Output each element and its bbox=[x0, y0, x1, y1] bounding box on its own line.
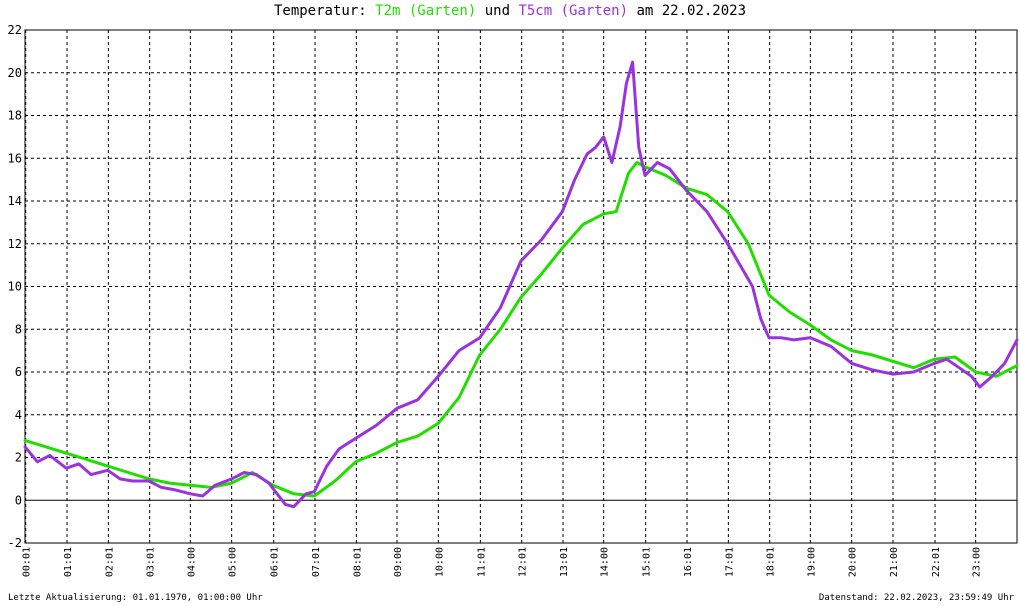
x-tick-label: 07:01 bbox=[311, 547, 322, 577]
y-tick-label: 2 bbox=[15, 451, 22, 465]
title-mid: und bbox=[476, 3, 519, 19]
x-tick-label: 02:01 bbox=[104, 547, 115, 577]
y-tick-label: 20 bbox=[8, 66, 22, 80]
x-tick-label: 22:01 bbox=[931, 547, 942, 577]
x-tick-label: 00:01 bbox=[22, 547, 33, 577]
data-timestamp-text: Datenstand: 22.02.2023, 23:59:49 Uhr bbox=[818, 593, 1014, 603]
series-line-t5cm bbox=[23, 60, 1019, 509]
plot-frame bbox=[24, 29, 1018, 544]
x-tick-label: 13:01 bbox=[559, 547, 570, 577]
y-tick-label: 22 bbox=[8, 23, 22, 37]
last-update-text: Letzte Aktualisierung: 01.01.1970, 01:00… bbox=[8, 593, 263, 603]
title-prefix: Temperatur: bbox=[273, 3, 376, 19]
y-tick-label: 0 bbox=[15, 493, 22, 507]
y-tick-label: 14 bbox=[8, 194, 22, 208]
title-suffix: am 22.02.2023 bbox=[628, 3, 747, 19]
x-tick-label: 05:00 bbox=[228, 547, 239, 577]
y-tick-label: -2 bbox=[8, 536, 22, 550]
title-series-t5cm: T5cm (Garten) bbox=[518, 3, 629, 19]
x-tick-label: 11:01 bbox=[476, 547, 487, 577]
x-tick-label: 17:01 bbox=[724, 547, 735, 577]
x-tick-label: 20:00 bbox=[848, 547, 859, 577]
y-tick-label: 16 bbox=[8, 151, 22, 165]
x-tick-label: 09:00 bbox=[393, 547, 404, 577]
x-tick-label: 04:00 bbox=[186, 547, 197, 577]
x-tick-label: 06:01 bbox=[270, 547, 281, 577]
y-tick-label: 8 bbox=[15, 322, 22, 336]
y-tick-label: 18 bbox=[8, 109, 22, 123]
y-tick-label: 12 bbox=[8, 237, 22, 251]
y-tick-label: 4 bbox=[15, 408, 22, 422]
y-tick-label: 10 bbox=[8, 280, 22, 294]
x-tick-label: 19:00 bbox=[806, 547, 817, 577]
x-tick-label: 14:00 bbox=[600, 547, 611, 577]
x-tick-label: 21:00 bbox=[889, 547, 900, 577]
x-tick-label: 15:01 bbox=[642, 547, 653, 577]
x-tick-label: 16:01 bbox=[683, 547, 694, 577]
y-tick-label: 6 bbox=[15, 365, 22, 379]
x-tick-label: 10:00 bbox=[434, 547, 445, 577]
title-series-t2m: T2m (Garten) bbox=[375, 3, 477, 19]
x-tick-label: 01:01 bbox=[63, 547, 74, 577]
chart-title: Temperatur: T2m (Garten) und T5cm (Garte… bbox=[0, 3, 1020, 19]
x-tick-label: 03:01 bbox=[146, 547, 157, 577]
x-tick-label: 18:01 bbox=[766, 547, 777, 577]
series-line-t2m bbox=[23, 161, 1019, 498]
x-tick-label: 12:01 bbox=[518, 547, 529, 577]
x-tick-label: 23:00 bbox=[972, 547, 983, 577]
x-tick-label: 08:01 bbox=[352, 547, 363, 577]
